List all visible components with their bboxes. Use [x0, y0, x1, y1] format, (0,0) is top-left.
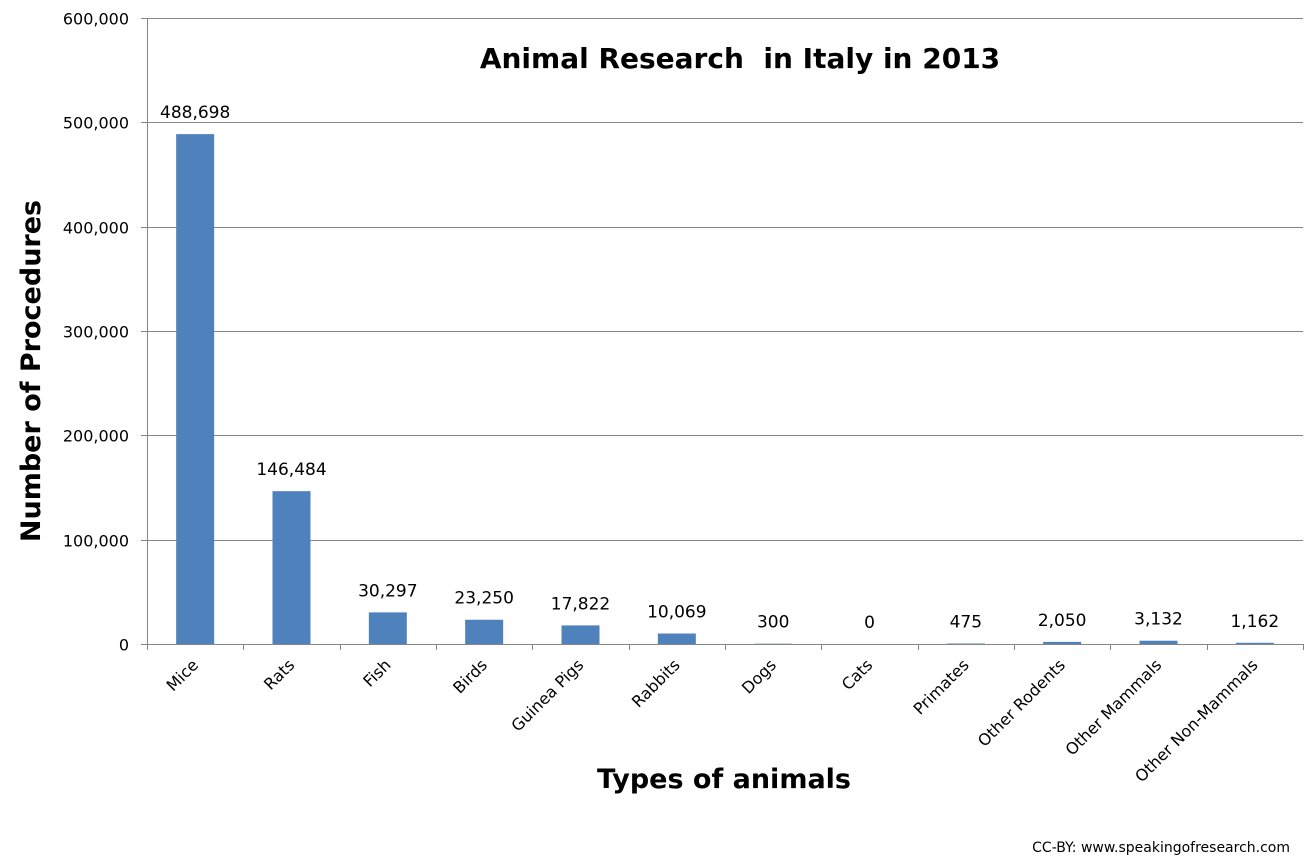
data-label: 475: [950, 613, 982, 633]
bar-guinea-pigs: [561, 625, 600, 644]
data-label: 3,132: [1134, 610, 1183, 630]
credit-text: CC-BY: www.speakingofresearch.com: [1032, 840, 1290, 856]
y-tick-label: 0: [119, 636, 129, 655]
data-labels: 488,698 146,484 30,297 23,250 17,822 10,069 30…: [160, 103, 1279, 633]
x-tick-label: Rabbits: [628, 655, 684, 711]
data-label: 2,050: [1038, 611, 1087, 631]
gridlines: [147, 18, 1303, 541]
bar-mice: [176, 134, 215, 644]
y-axis-ticks: 0 100,000 200,000 300,000 400,000 500,000 600,…: [63, 10, 147, 655]
x-tick-label: Other Rodents: [974, 655, 1069, 750]
data-label: 488,698: [160, 103, 230, 123]
y-tick-label: 100,000: [63, 532, 129, 551]
y-tick-label: 300,000: [63, 323, 129, 342]
x-tick-label: Birds: [449, 655, 491, 697]
data-label: 17,822: [551, 594, 610, 614]
bar-birds: [465, 619, 504, 644]
bar-fish: [368, 612, 407, 644]
data-label: 1,162: [1230, 612, 1279, 632]
bar-other-rodents: [1043, 641, 1082, 644]
y-tick-label: 500,000: [63, 114, 129, 133]
data-label: 10,069: [647, 602, 706, 622]
bar-rabbits: [657, 633, 696, 644]
bar-rats: [272, 491, 311, 644]
x-tick-label: Primates: [910, 655, 973, 718]
chart-title: Animal Research in Italy in 2013: [480, 42, 1000, 75]
data-label: 30,297: [358, 581, 417, 601]
bar-other-mammals: [1139, 640, 1178, 644]
x-tick-label: Fish: [359, 655, 394, 690]
x-tick-label: Mice: [162, 655, 202, 695]
x-tick-label: Guinea Pigs: [507, 655, 587, 735]
data-label: 23,250: [454, 589, 513, 609]
x-tick-label: Other Mammals: [1061, 655, 1165, 759]
axes: [147, 18, 1303, 650]
x-tick-label: Cats: [838, 655, 877, 694]
data-label: 0: [864, 613, 875, 633]
y-axis-title: Number of Procedures: [16, 200, 47, 542]
x-axis-title: Types of animals: [597, 764, 851, 795]
bars: [176, 134, 1274, 644]
y-tick-label: 200,000: [63, 427, 129, 446]
x-tick-label: Rats: [260, 655, 298, 693]
y-tick-label: 600,000: [63, 10, 129, 29]
data-label: 300: [757, 613, 789, 633]
x-tick-label: Dogs: [738, 655, 780, 697]
y-tick-label: 400,000: [63, 219, 129, 238]
data-label: 146,484: [256, 460, 326, 480]
bar-other-non-mammals: [1235, 642, 1274, 644]
